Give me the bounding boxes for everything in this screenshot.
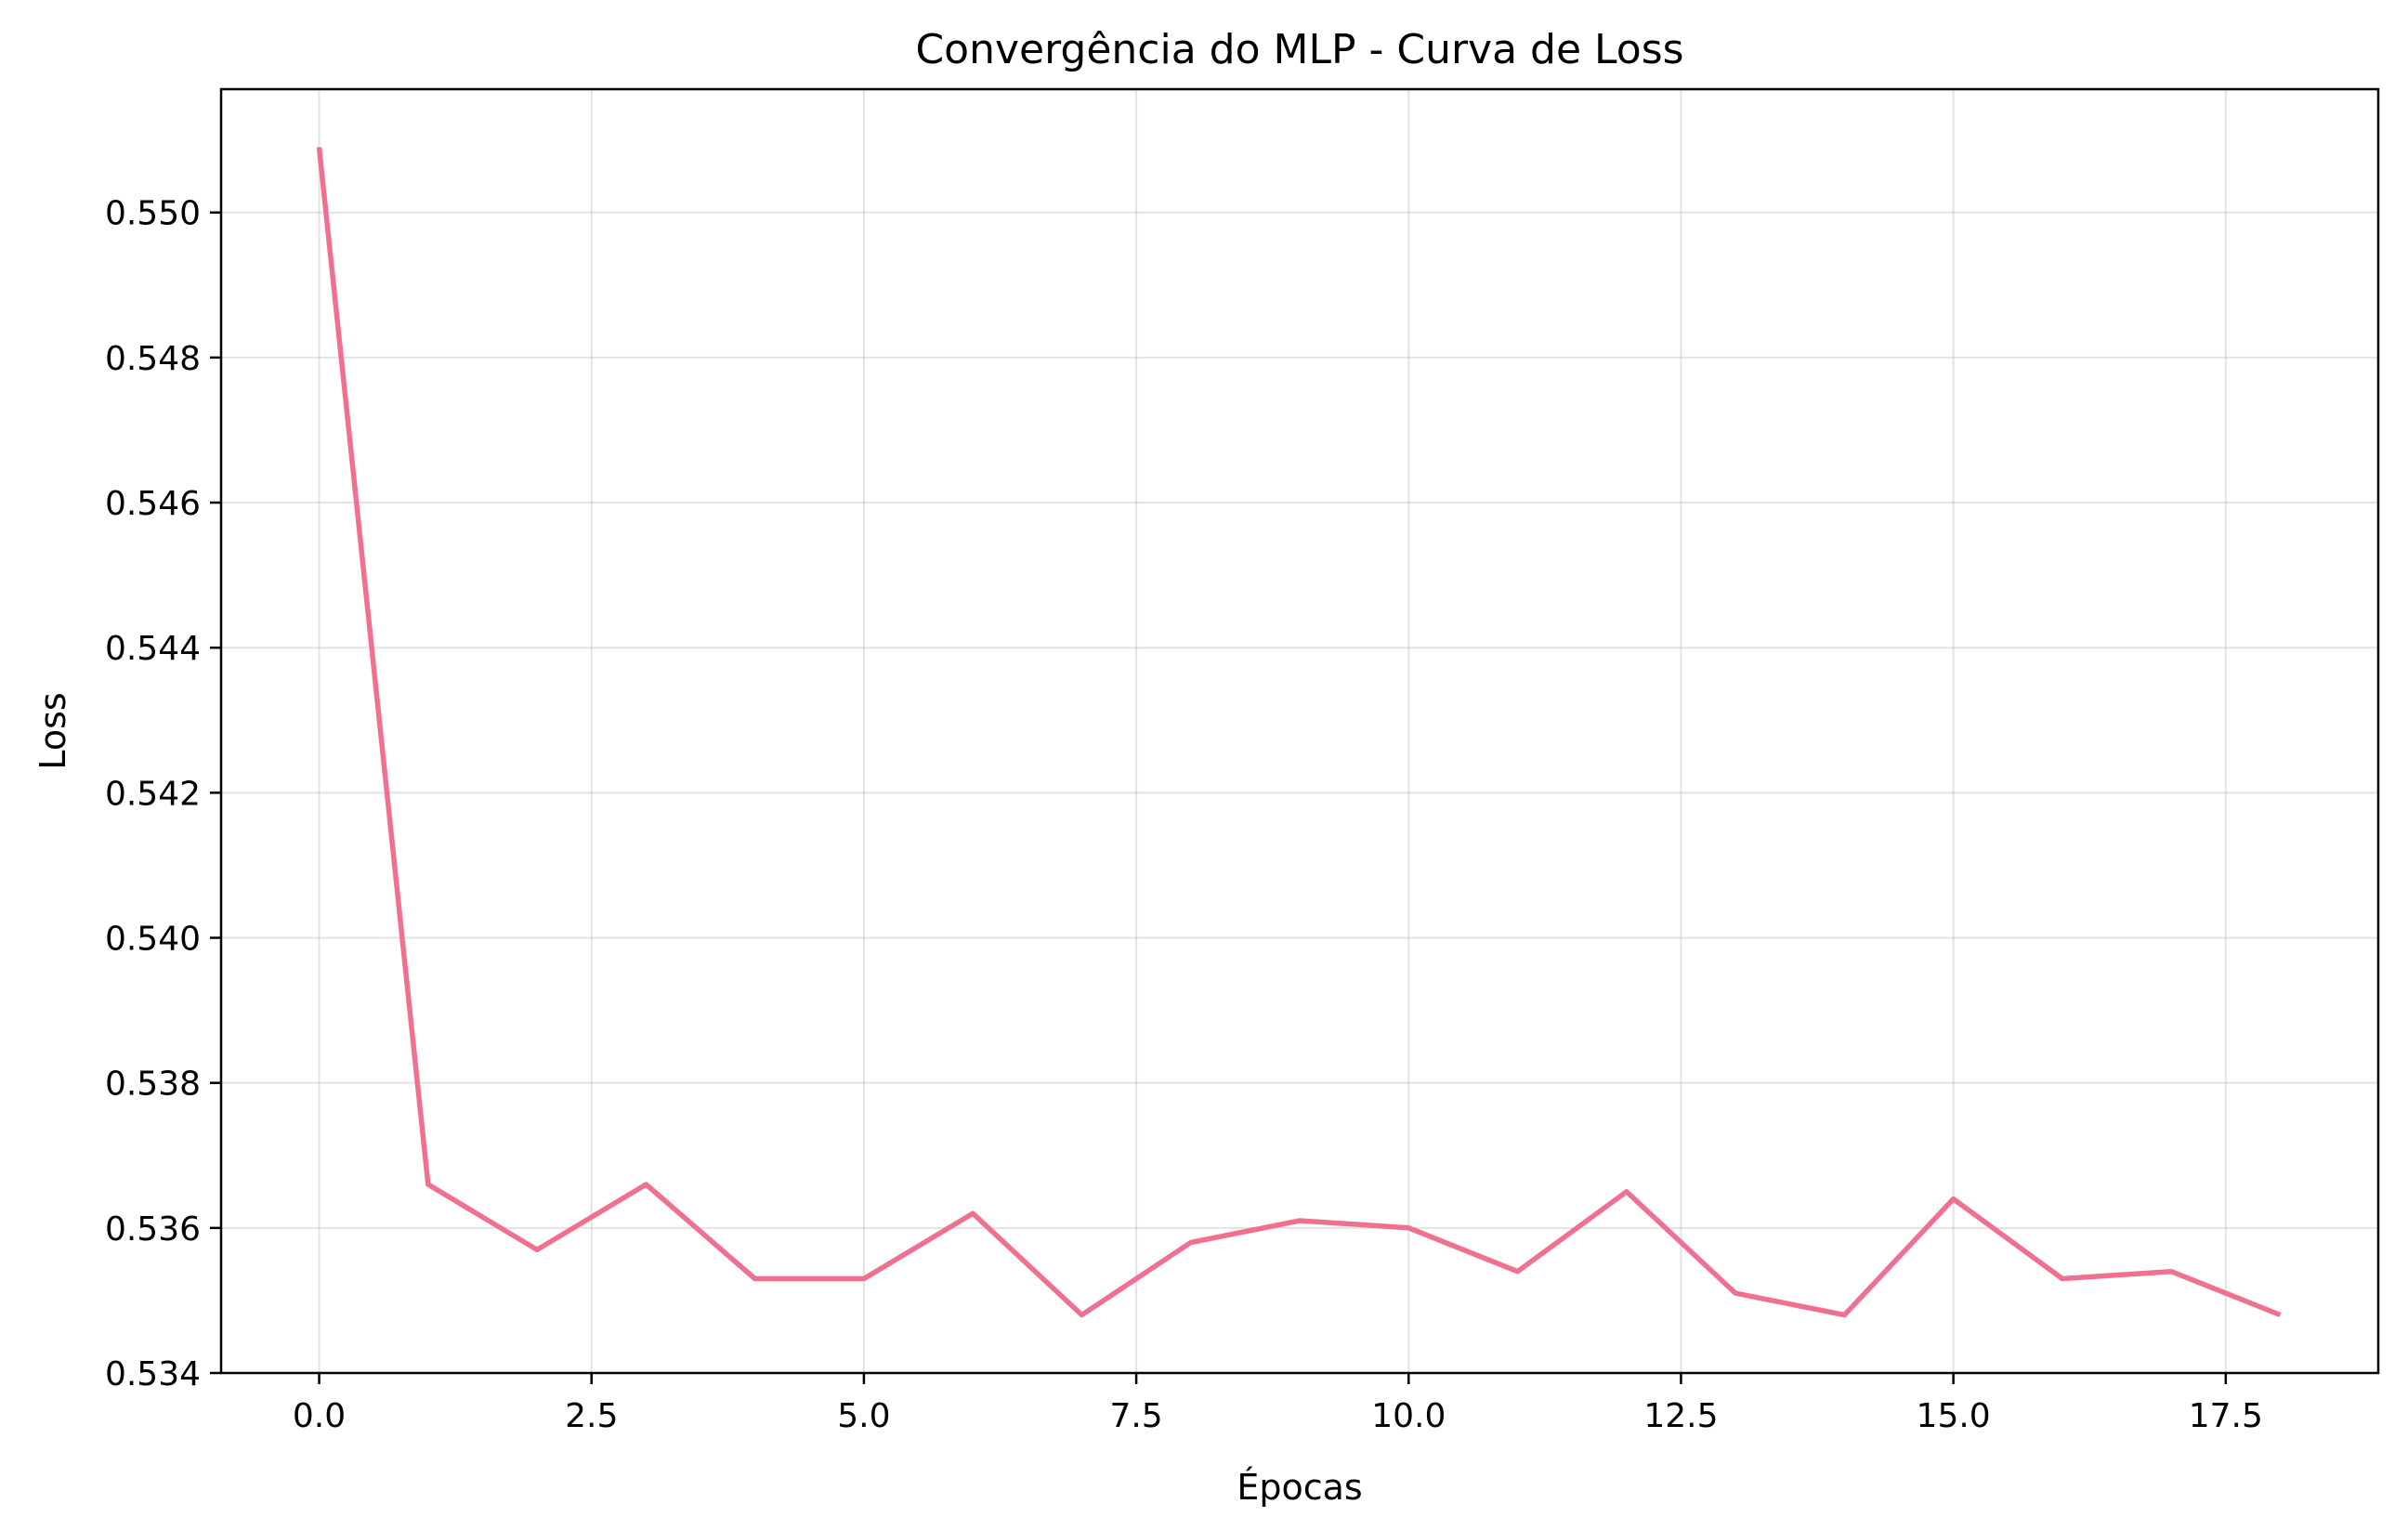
x-tick-label: 7.5 xyxy=(1109,1397,1162,1435)
y-axis-label: Loss xyxy=(33,692,73,769)
y-tick-label: 0.550 xyxy=(105,195,201,233)
chart-title: Convergência do MLP - Curva de Loss xyxy=(915,26,1683,73)
y-tick-label: 0.536 xyxy=(105,1210,201,1249)
x-tick-label: 0.0 xyxy=(293,1397,346,1435)
loss-series-line xyxy=(316,147,2282,1318)
x-tick-label: 10.0 xyxy=(1371,1397,1446,1435)
grid xyxy=(221,89,2378,1374)
x-axis-label: Épocas xyxy=(1237,1467,1362,1508)
y-tick-label: 0.548 xyxy=(105,340,201,378)
series-layer xyxy=(316,147,2282,1318)
y-tick-label: 0.538 xyxy=(105,1066,201,1104)
x-tick-label: 17.5 xyxy=(2189,1397,2263,1435)
y-tick-label: 0.542 xyxy=(105,775,201,813)
x-tick-label: 5.0 xyxy=(837,1397,890,1435)
x-tick-label: 15.0 xyxy=(1917,1397,1991,1435)
y-tick-label: 0.546 xyxy=(105,485,201,523)
y-tick-label: 0.544 xyxy=(105,630,201,668)
x-tick-label: 2.5 xyxy=(565,1397,618,1435)
plot-frame xyxy=(219,87,2380,1375)
axis-ticks: 0.0 2.5 5.0 7.5 10.0 12.5 15.0 17.5 0.534 0.536 0.… xyxy=(105,195,2263,1435)
x-tick-label: 12.5 xyxy=(1643,1397,1718,1435)
y-tick-label: 0.534 xyxy=(105,1355,201,1393)
y-tick-label: 0.540 xyxy=(105,921,201,959)
